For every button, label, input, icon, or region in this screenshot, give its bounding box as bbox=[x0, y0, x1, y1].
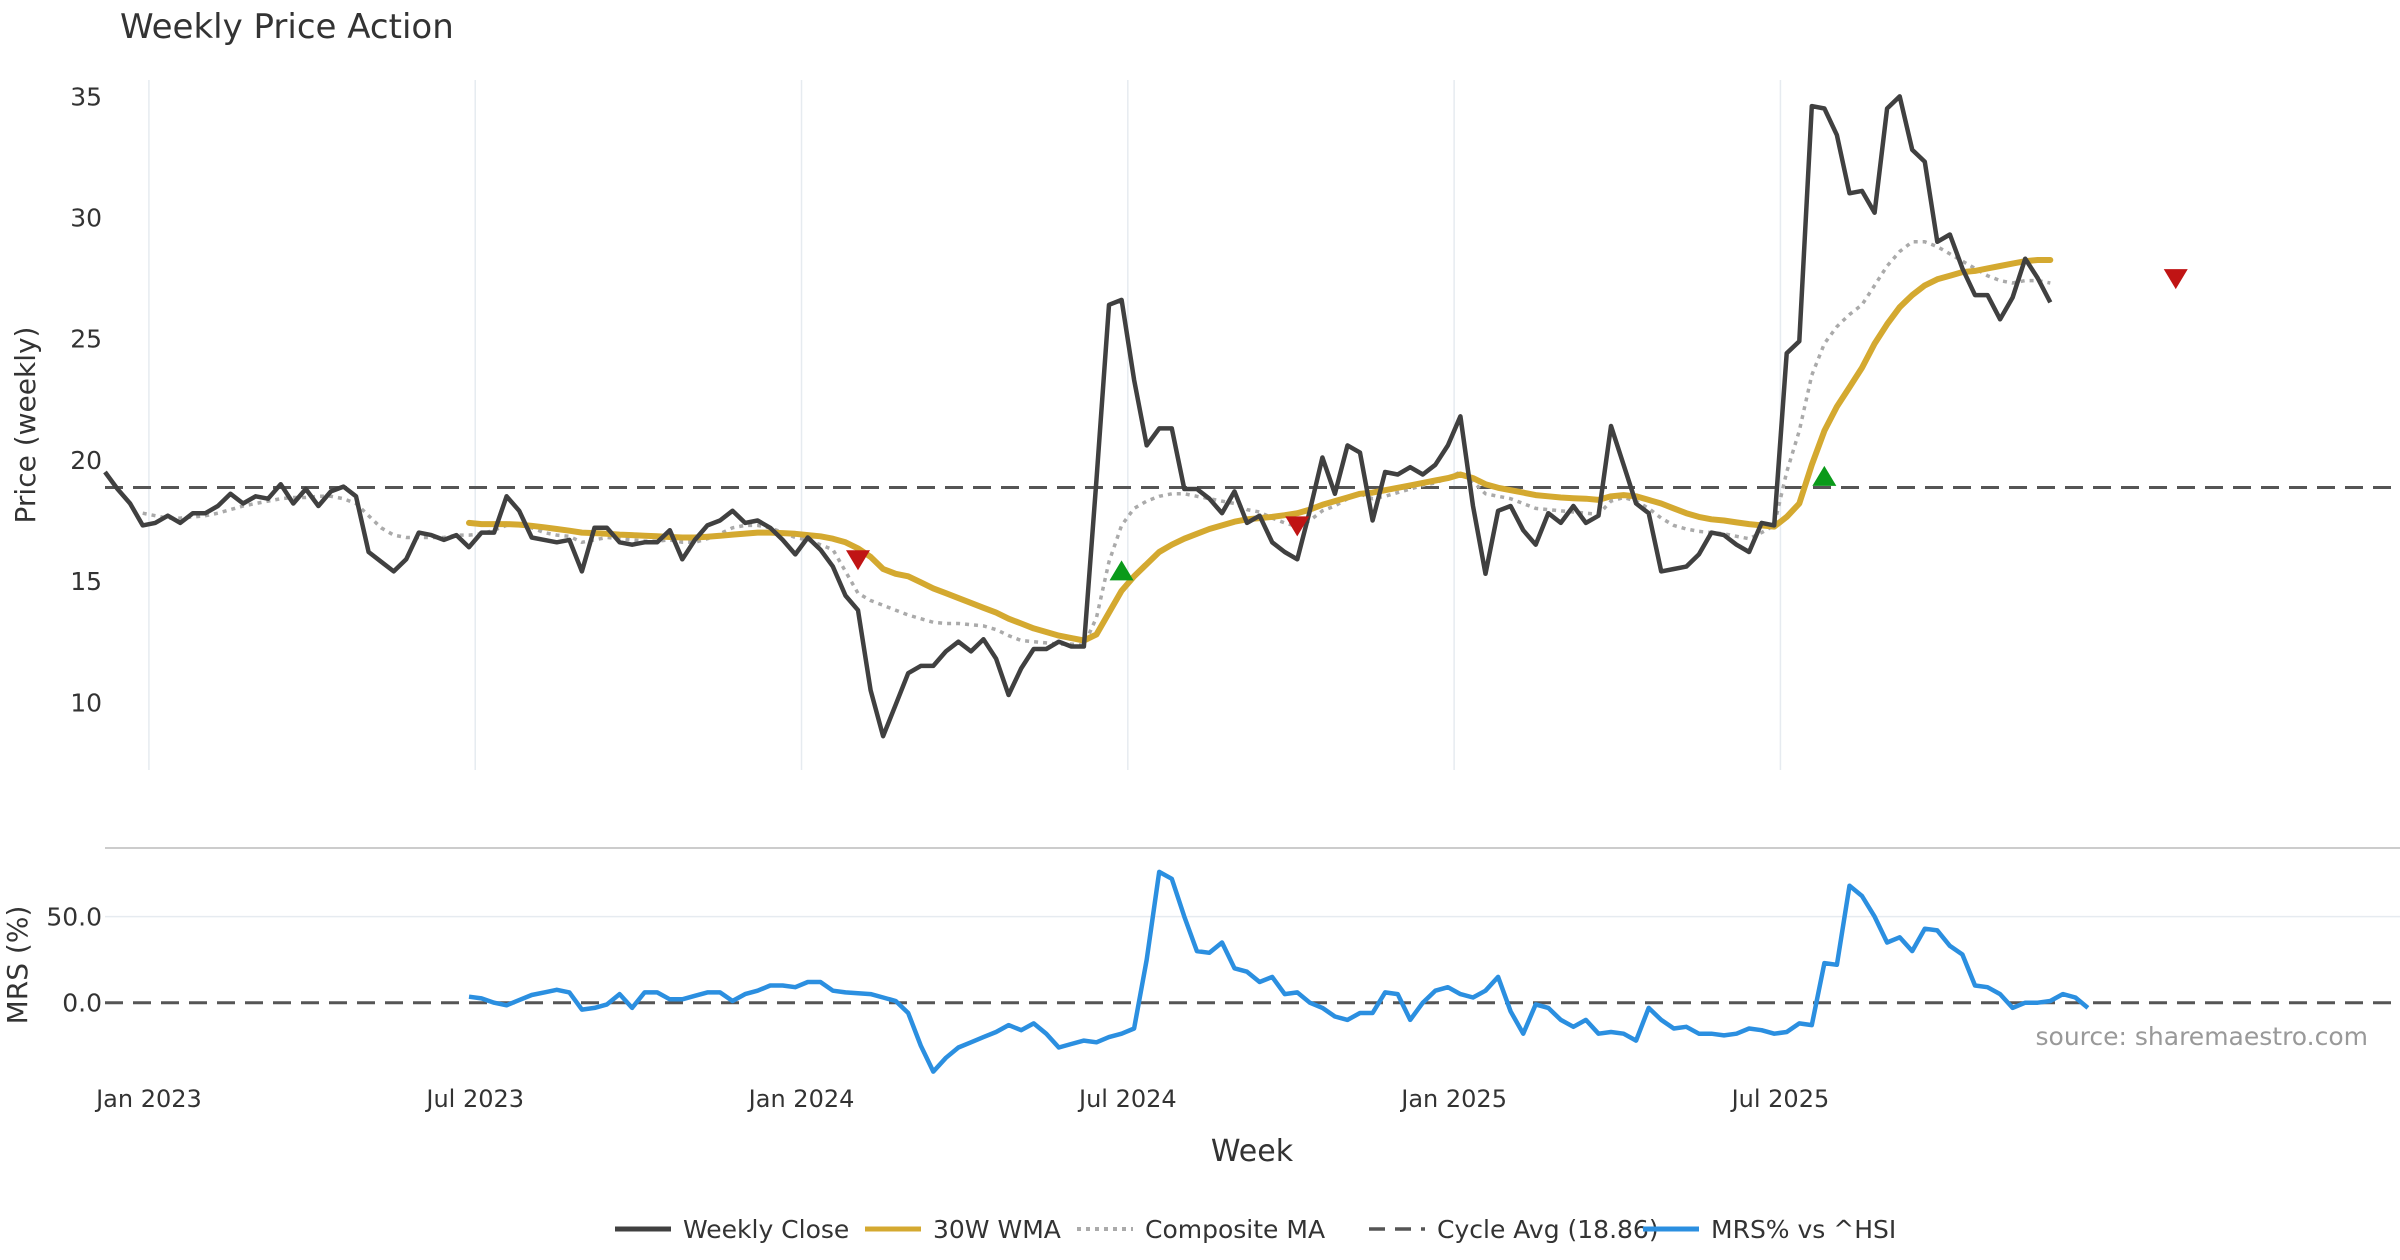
legend-label: 30W WMA bbox=[933, 1215, 1061, 1244]
x-tick-label: Jan 2025 bbox=[1399, 1085, 1507, 1113]
price-y-tick-label: 15 bbox=[70, 567, 102, 596]
mrs-series-layer bbox=[105, 869, 2400, 1074]
price-y-tick-label: 35 bbox=[70, 82, 102, 111]
sell-signal-marker bbox=[1285, 516, 1310, 537]
legend-label: Weekly Close bbox=[683, 1215, 849, 1244]
price-y-ticks: 10 15 20 25 30 35 bbox=[70, 82, 102, 717]
weekly-close-line bbox=[103, 94, 2053, 739]
buy-signal-marker bbox=[1812, 465, 1837, 486]
x-tick-label: Jul 2025 bbox=[1730, 1085, 1830, 1113]
price-y-tick-label: 20 bbox=[70, 446, 102, 475]
sell-signal-marker bbox=[846, 550, 870, 571]
legend-label: MRS% vs ^HSI bbox=[1711, 1215, 1896, 1244]
x-ticks: Jan 2023 Jul 2023 Jan 2024 Jul 2024 Jan 2025… bbox=[94, 1085, 1829, 1113]
mrs-y-ticks: 0.0 50.0 bbox=[46, 903, 102, 1018]
mrs-y-tick-label: 50.0 bbox=[46, 903, 102, 932]
mrs-y-tick-label: 0.0 bbox=[62, 989, 102, 1018]
price-y-tick-label: 10 bbox=[70, 688, 102, 717]
sell-signal-marker bbox=[2163, 269, 2188, 290]
x-axis-label: Week bbox=[1211, 1134, 1294, 1169]
chart-title: Weekly Price Action bbox=[120, 7, 454, 47]
mrs-line bbox=[468, 869, 2090, 1074]
price-y-axis-label: Price (weekly) bbox=[9, 327, 42, 524]
price-y-tick-label: 30 bbox=[70, 204, 102, 233]
x-tick-label: Jul 2024 bbox=[1077, 1085, 1177, 1113]
x-tick-label: Jan 2023 bbox=[94, 1085, 202, 1113]
signal-markers-layer bbox=[846, 269, 2188, 581]
legend-label: Composite MA bbox=[1145, 1215, 1325, 1244]
buy-signal-marker bbox=[1109, 560, 1134, 581]
composite-ma-line bbox=[142, 240, 2051, 648]
legend-label: Cycle Avg (18.86) bbox=[1437, 1215, 1659, 1244]
source-note: source: sharemaestro.com bbox=[2036, 1022, 2369, 1051]
mrs-y-axis-label: MRS (%) bbox=[1, 906, 34, 1025]
x-tick-label: Jan 2024 bbox=[747, 1085, 855, 1113]
price-y-tick-label: 25 bbox=[70, 325, 102, 354]
x-tick-label: Jul 2023 bbox=[424, 1085, 524, 1113]
legend: Weekly Close 30W WMA Composite MA Cycle Avg… bbox=[615, 1215, 1896, 1244]
price-series-layer bbox=[103, 94, 2400, 739]
